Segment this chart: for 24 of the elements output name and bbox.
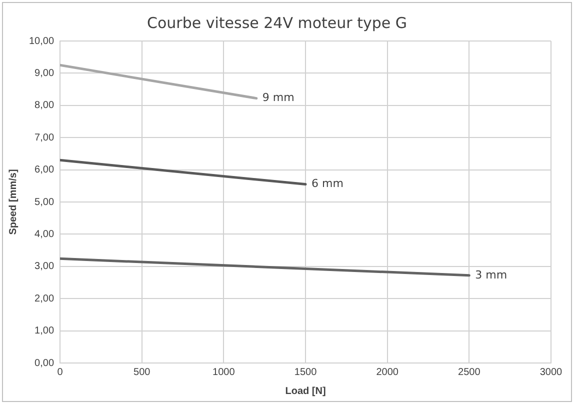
series-label: 9 mm: [262, 91, 294, 104]
x-tick-label: 2000: [376, 366, 399, 378]
y-tick-label: 1,00: [34, 326, 54, 337]
x-tick-label: 500: [134, 366, 151, 378]
y-axis-title: Speed [mm/s]: [8, 169, 19, 235]
y-tick-label: 2,00: [34, 293, 54, 304]
y-tick-label: 0,00: [34, 358, 54, 369]
y-tick-label: 4,00: [34, 228, 54, 240]
y-tick-label: 9,00: [34, 68, 54, 79]
series-label: 6 mm: [312, 177, 344, 190]
y-tick-label: 3,00: [34, 261, 54, 272]
x-tick-label: 1500: [294, 366, 318, 378]
y-tick-label: 5,00: [34, 196, 54, 208]
x-tick-label: 3000: [540, 366, 563, 378]
y-tick-label: 8,00: [34, 100, 54, 112]
x-tick-label: 2500: [458, 366, 481, 378]
chart-title: Courbe vitesse 24V moteur type G: [147, 14, 407, 32]
y-tick-label: 10,00: [28, 36, 54, 47]
series-label: 3 mm: [475, 268, 508, 282]
x-tick-label: 0: [57, 366, 64, 378]
y-tick-label: 6,00: [34, 164, 54, 176]
x-axis-title: Load [N]: [285, 386, 326, 397]
x-tick-label: 1000: [212, 366, 236, 378]
y-tick-label: 7,00: [34, 132, 54, 144]
